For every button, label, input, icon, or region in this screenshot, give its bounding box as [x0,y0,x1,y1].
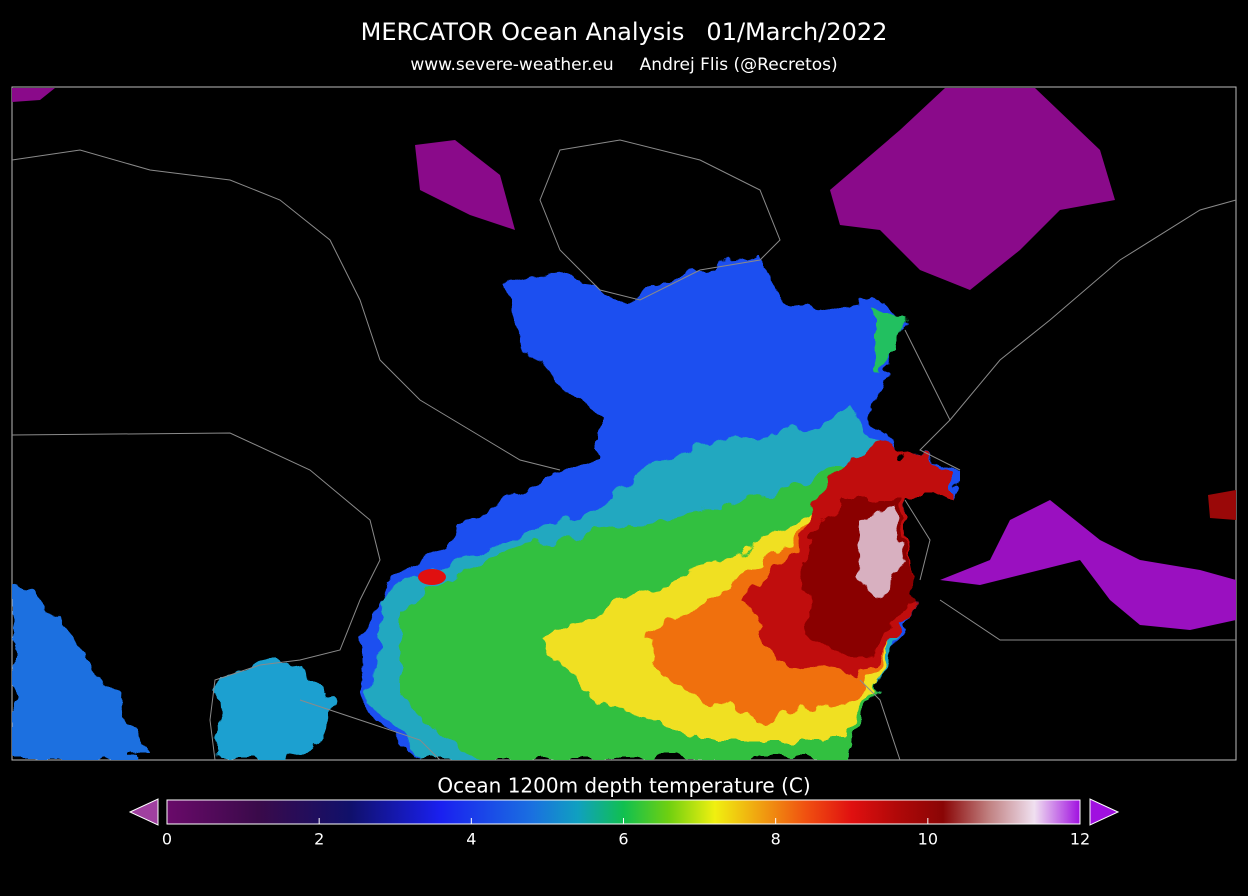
warm-eddy [418,569,446,585]
title-text: MERCATOR Ocean Analysis [361,18,685,46]
author: Andrej Flis (@Recretos) [640,55,838,75]
title-date: 01/March/2022 [706,18,887,46]
colorbar: Ocean 1200m depth temperature (C) 0 2 4 6 8 1… [128,774,1120,849]
colorbar-tick-label: 2 [314,830,324,849]
map [11,86,1237,761]
colorbar-under [128,798,159,826]
subtitle: www.severe-weather.eu Andrej Flis (@Recre… [410,55,837,75]
colorbar-tick-label: 10 [918,830,938,849]
title: MERCATOR Ocean Analysis 01/March/2022 [361,18,888,46]
surface-mask [12,88,1236,630]
colorbar-tick-label: 4 [466,830,476,849]
colorbar-tick-label: 6 [618,830,628,849]
colorbar-tick-label: 12 [1070,830,1090,849]
coastlines [11,139,1237,761]
ocean-field [12,255,960,760]
colorbar-label: Ocean 1200m depth temperature (C) [437,774,810,798]
colorbar-over [1089,798,1120,826]
colorbar-tick-label: 0 [162,830,172,849]
colorbar-tick-label: 8 [771,830,781,849]
website: www.severe-weather.eu [410,55,613,75]
